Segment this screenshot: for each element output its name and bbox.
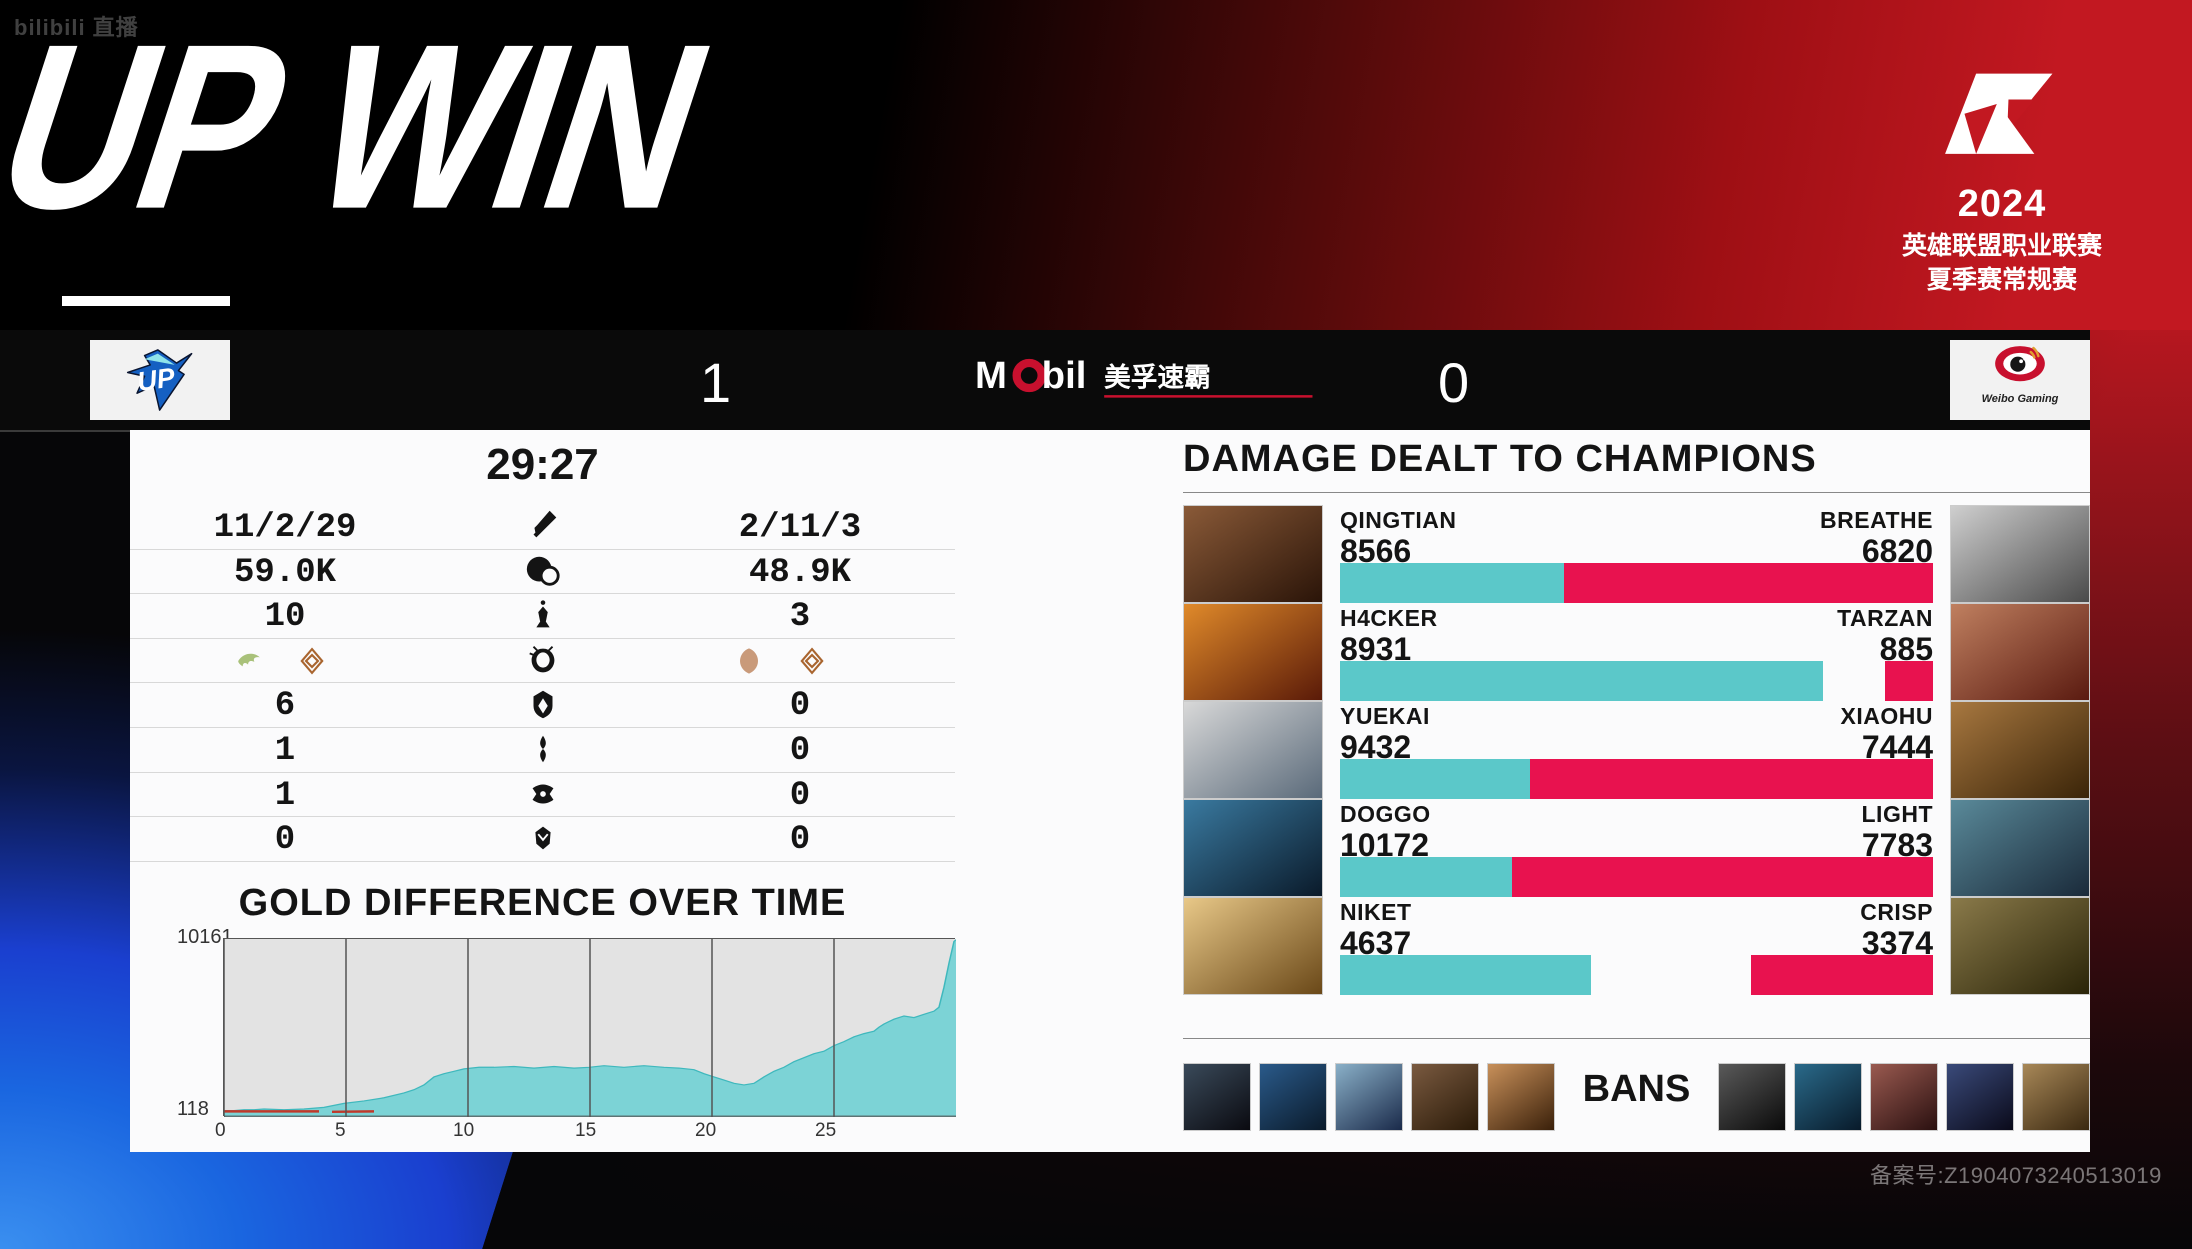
svg-text:M: M <box>975 354 1007 397</box>
svg-text:UP: UP <box>136 361 178 397</box>
svg-text:bil: bil <box>1042 354 1087 397</box>
svg-text:美孚速霸: 美孚速霸 <box>1104 362 1211 392</box>
